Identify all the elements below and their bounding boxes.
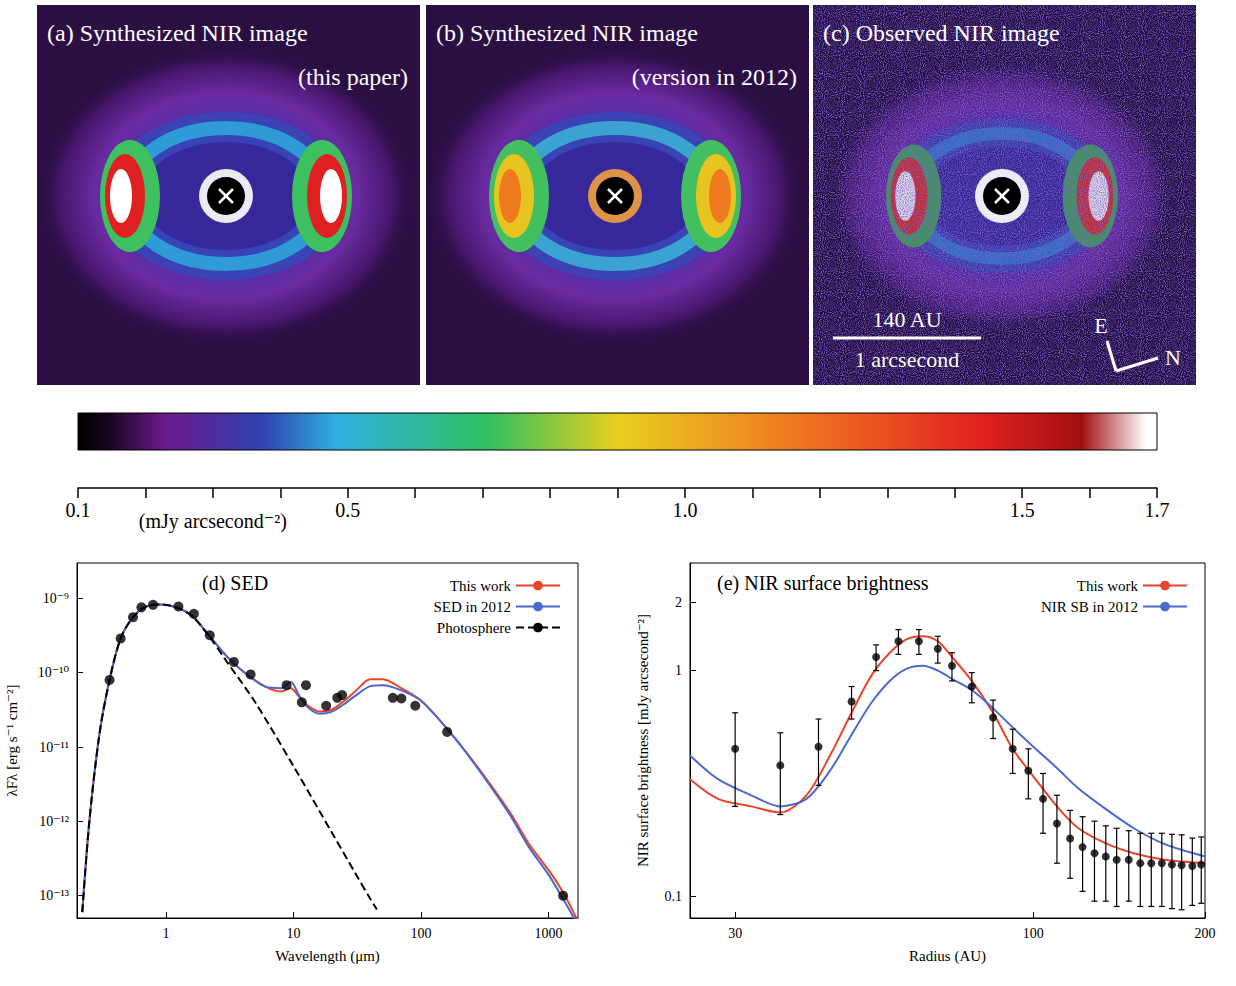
- svg-text:100: 100: [411, 926, 432, 941]
- svg-text:NIR surface brightness [mJy ar: NIR surface brightness [mJy arcsecond⁻²]: [635, 614, 651, 867]
- svg-text:10⁻¹³: 10⁻¹³: [39, 888, 69, 903]
- svg-text:1: 1: [163, 926, 170, 941]
- svg-text:(b) Synthesized NIR image: (b) Synthesized NIR image: [436, 20, 698, 46]
- svg-text:100: 100: [1023, 926, 1044, 941]
- svg-text:1.7: 1.7: [1145, 499, 1170, 521]
- svg-text:(mJy arcsecond⁻²): (mJy arcsecond⁻²): [139, 510, 287, 533]
- svg-text:(this paper): (this paper): [298, 64, 408, 90]
- svg-text:1000: 1000: [535, 926, 563, 941]
- svg-text:2: 2: [675, 595, 682, 610]
- svg-text:1 arcsecond: 1 arcsecond: [855, 347, 959, 372]
- svg-text:This work: This work: [1077, 578, 1139, 594]
- svg-text:λFλ [erg s⁻¹ cm⁻²]: λFλ [erg s⁻¹ cm⁻²]: [4, 684, 20, 796]
- svg-text:This work: This work: [450, 578, 512, 594]
- svg-text:0.5: 0.5: [335, 499, 360, 521]
- svg-text:10⁻¹¹: 10⁻¹¹: [39, 740, 69, 755]
- svg-text:E: E: [1094, 313, 1107, 338]
- svg-text:10⁻¹²: 10⁻¹²: [39, 814, 69, 829]
- svg-text:(d) SED: (d) SED: [202, 572, 268, 595]
- svg-text:(c) Observed NIR image: (c) Observed NIR image: [823, 20, 1060, 46]
- svg-text:1.5: 1.5: [1010, 499, 1035, 521]
- svg-text:Photosphere: Photosphere: [437, 620, 512, 636]
- svg-text:140 AU: 140 AU: [872, 307, 941, 332]
- svg-text:Wavelength (μm): Wavelength (μm): [275, 948, 380, 965]
- svg-text:(version in 2012): (version in 2012): [632, 64, 797, 90]
- svg-text:NIR SB in 2012: NIR SB in 2012: [1041, 599, 1138, 615]
- svg-text:(a) Synthesized NIR image: (a) Synthesized NIR image: [47, 20, 308, 46]
- svg-text:N: N: [1165, 345, 1181, 370]
- svg-text:Radius (AU): Radius (AU): [909, 948, 986, 965]
- svg-text:10⁻¹⁰: 10⁻¹⁰: [38, 665, 70, 680]
- svg-text:SED in 2012: SED in 2012: [433, 599, 511, 615]
- svg-text:200: 200: [1195, 926, 1216, 941]
- svg-text:(e) NIR surface brightness: (e) NIR surface brightness: [717, 572, 929, 595]
- svg-text:0.1: 0.1: [66, 499, 91, 521]
- svg-text:1.0: 1.0: [672, 499, 697, 521]
- svg-text:0.1: 0.1: [665, 889, 683, 904]
- svg-text:1: 1: [675, 663, 682, 678]
- svg-text:10: 10: [287, 926, 301, 941]
- svg-text:10⁻⁹: 10⁻⁹: [43, 591, 69, 606]
- svg-text:30: 30: [728, 926, 742, 941]
